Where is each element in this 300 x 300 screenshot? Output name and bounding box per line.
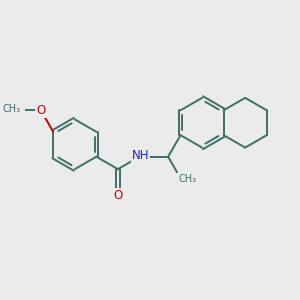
- Text: CH₃: CH₃: [179, 174, 197, 184]
- Text: O: O: [36, 104, 46, 117]
- Text: NH: NH: [132, 149, 149, 162]
- Text: CH₃: CH₃: [2, 104, 20, 114]
- Text: O: O: [113, 189, 122, 202]
